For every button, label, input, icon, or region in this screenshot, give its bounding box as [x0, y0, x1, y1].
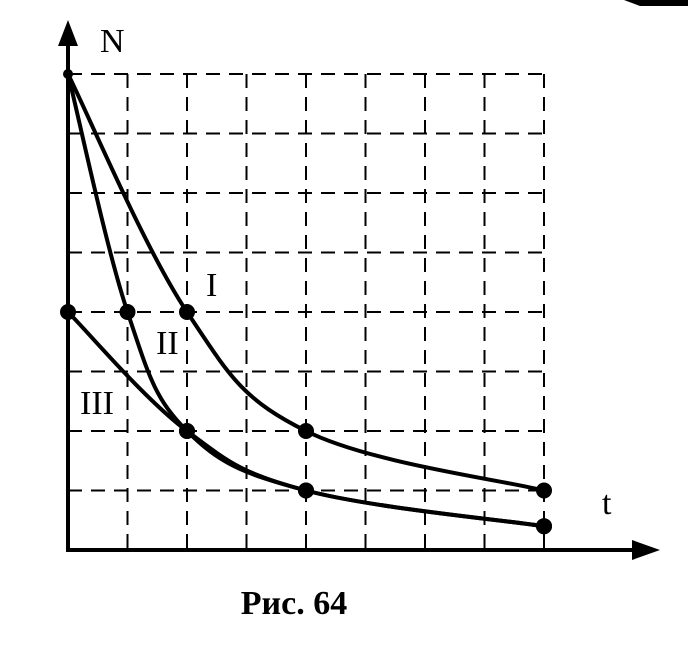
figure-caption: Рис. 64: [241, 585, 347, 622]
x-axis-arrow: [632, 540, 660, 560]
series-line-III: [66, 310, 546, 529]
data-point-III: [60, 304, 76, 320]
data-point-I: [298, 423, 314, 439]
y-axis-arrow: [58, 20, 78, 46]
data-point-III: [536, 518, 552, 535]
data-point-I: [179, 304, 195, 320]
corner-mark: [624, 0, 688, 6]
y-axis-label: N: [100, 23, 125, 60]
series-markers: [60, 69, 552, 535]
data-point-III: [179, 423, 195, 439]
x-axis-label: t: [602, 485, 612, 522]
data-point-III: [298, 482, 314, 499]
series-curves: [66, 72, 546, 529]
data-point-I: [536, 482, 552, 499]
series-label-III: III: [80, 385, 114, 422]
series-line-II: [66, 72, 546, 529]
series-line-I: [66, 72, 546, 493]
data-point-start: [63, 69, 73, 79]
series-label-I: I: [206, 267, 217, 304]
data-point-II: [119, 304, 136, 320]
series-label-II: II: [156, 325, 179, 362]
grid: [68, 73, 545, 550]
